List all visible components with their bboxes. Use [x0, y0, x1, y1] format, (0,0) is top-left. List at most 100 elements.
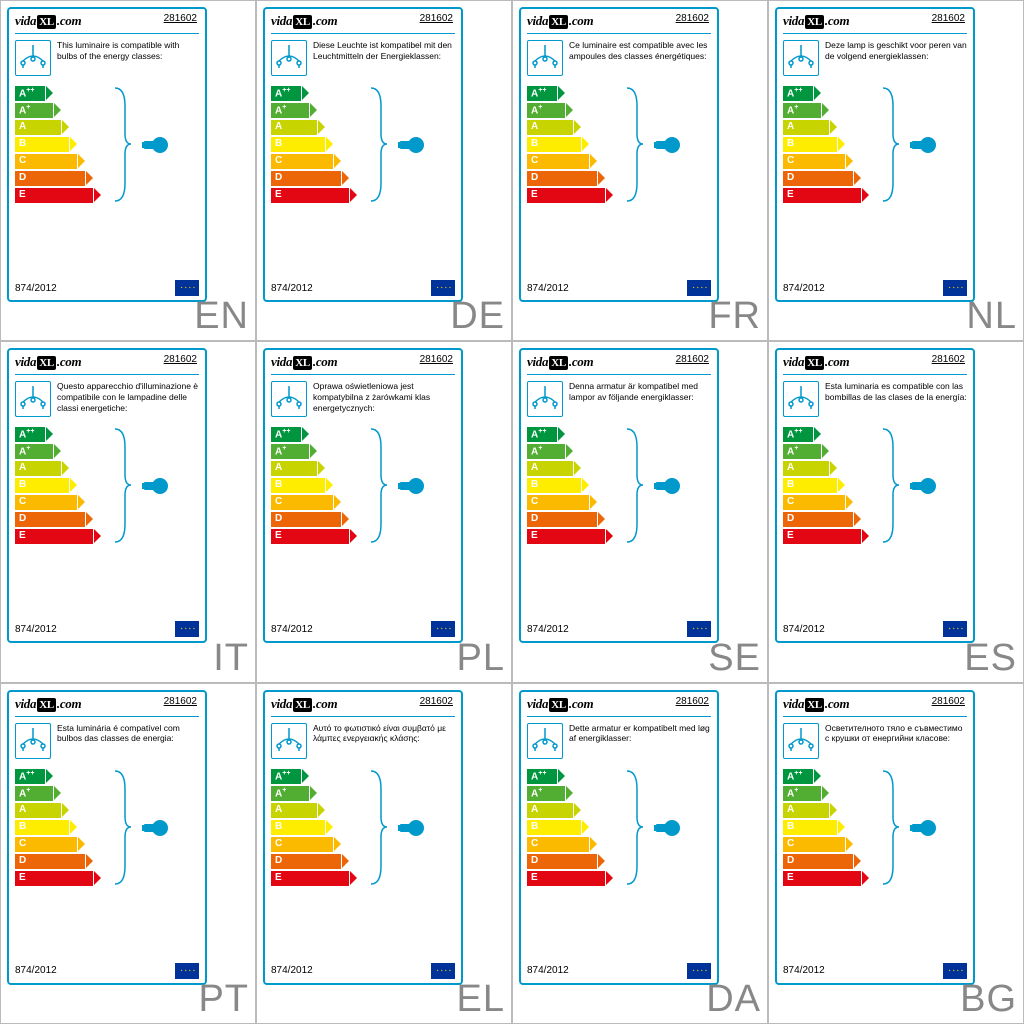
divider — [783, 374, 967, 375]
sku: 281602 — [393, 354, 453, 365]
energy-class-label: A++ — [787, 428, 802, 440]
energy-class-label: A — [787, 121, 794, 132]
label-grid: vidaXL.com281602This luminaire is compat… — [0, 0, 1024, 1024]
energy-arrow: D — [15, 854, 199, 869]
energy-arrow: A++ — [15, 769, 199, 784]
eu-flag-icon — [687, 621, 711, 637]
divider — [527, 374, 711, 375]
energy-arrow: A+ — [527, 786, 711, 801]
energy-arrow: C — [15, 837, 199, 852]
energy-arrow: B — [15, 478, 199, 493]
energy-arrow: A+ — [527, 103, 711, 118]
language-code: NL — [966, 295, 1017, 338]
chandelier-icon — [274, 726, 304, 756]
label-cell: vidaXL.com281602Denna armatur är kompati… — [512, 341, 768, 682]
energy-class-label: E — [19, 872, 26, 883]
energy-class-label: C — [275, 838, 282, 849]
regulation: 874/2012 — [15, 624, 57, 635]
energy-class-label: D — [275, 855, 282, 866]
label-footer: 874/2012 — [527, 621, 711, 637]
energy-label: vidaXL.com281602Oprawa oświetleniowa jes… — [263, 348, 463, 643]
chandelier-icon — [274, 43, 304, 73]
energy-arrow: B — [271, 137, 455, 152]
energy-class-label: A++ — [531, 87, 546, 99]
energy-class-label: C — [787, 838, 794, 849]
eu-flag-icon — [431, 280, 455, 296]
sku: 281602 — [649, 354, 709, 365]
energy-class-label: D — [531, 513, 538, 524]
sku: 281602 — [393, 696, 453, 707]
energy-arrow: A — [271, 461, 455, 476]
description: Diese Leuchte ist kompatibel mit den Leu… — [313, 40, 455, 61]
energy-arrow: A — [271, 120, 455, 135]
energy-arrow: B — [15, 820, 199, 835]
energy-class-label: A — [531, 462, 538, 473]
chandelier-icon — [18, 726, 48, 756]
energy-class-label: C — [531, 496, 538, 507]
energy-class-label: C — [275, 155, 282, 166]
energy-class-label: D — [19, 513, 26, 524]
bulb-icon — [396, 817, 426, 839]
divider — [527, 33, 711, 34]
energy-class-label: A++ — [787, 87, 802, 99]
energy-arrow: B — [15, 137, 199, 152]
energy-arrow: C — [783, 154, 967, 169]
language-code: SE — [708, 637, 761, 680]
bracket-icon — [625, 86, 645, 203]
language-code: PL — [457, 637, 505, 680]
energy-arrow: A — [527, 461, 711, 476]
bulb-icon — [908, 134, 938, 156]
divider — [271, 716, 455, 717]
energy-class-label: A — [787, 462, 794, 473]
label-cell: vidaXL.com281602Αυτό το φωτιστικό είναι … — [256, 683, 512, 1024]
sku: 281602 — [137, 354, 197, 365]
energy-label: vidaXL.com281602Αυτό το φωτιστικό είναι … — [263, 690, 463, 985]
language-code: FR — [708, 295, 761, 338]
energy-arrow: A — [527, 803, 711, 818]
energy-class-label: A++ — [19, 770, 34, 782]
energy-arrow: A++ — [15, 86, 199, 101]
language-code: BG — [960, 978, 1017, 1021]
energy-arrow: D — [527, 854, 711, 869]
label-footer: 874/2012 — [783, 280, 967, 296]
chandelier-icon — [530, 726, 560, 756]
language-code: DA — [706, 978, 761, 1021]
label-cell: vidaXL.com281602Esta luminária é compatí… — [0, 683, 256, 1024]
energy-label: vidaXL.com281602Осветителното тяло е съв… — [775, 690, 975, 985]
energy-class-label: A++ — [275, 87, 290, 99]
energy-arrow: D — [271, 171, 455, 186]
energy-arrow: A++ — [783, 427, 967, 442]
energy-class-label: B — [19, 479, 26, 490]
label-footer: 874/2012 — [527, 963, 711, 979]
divider — [271, 374, 455, 375]
energy-arrow: D — [271, 512, 455, 527]
energy-arrow: C — [271, 154, 455, 169]
energy-scale: A++A+ABCDE — [783, 86, 967, 216]
energy-class-label: B — [531, 479, 538, 490]
energy-class-label: A+ — [787, 445, 798, 457]
energy-scale: A++A+ABCDE — [527, 427, 711, 557]
eu-flag-icon — [175, 963, 199, 979]
bulb-icon — [652, 475, 682, 497]
energy-class-label: E — [787, 189, 794, 200]
energy-class-label: B — [531, 821, 538, 832]
divider — [15, 33, 199, 34]
language-code: IT — [213, 637, 249, 680]
energy-scale: A++A+ABCDE — [271, 86, 455, 216]
energy-class-label: A+ — [531, 787, 542, 799]
eu-flag-icon — [431, 963, 455, 979]
regulation: 874/2012 — [271, 624, 313, 635]
energy-label: vidaXL.com281602Diese Leuchte ist kompat… — [263, 7, 463, 302]
energy-arrow: A+ — [783, 444, 967, 459]
description: This luminaire is compatible with bulbs … — [57, 40, 199, 61]
energy-arrow: B — [783, 137, 967, 152]
energy-class-label: D — [787, 172, 794, 183]
energy-arrow: C — [271, 495, 455, 510]
energy-label: vidaXL.com281602Dette armatur er kompati… — [519, 690, 719, 985]
energy-arrow: A++ — [527, 769, 711, 784]
energy-class-label: A — [275, 121, 282, 132]
energy-label: vidaXL.com281602Deze lamp is geschikt vo… — [775, 7, 975, 302]
regulation: 874/2012 — [271, 965, 313, 976]
description: Dette armatur er kompatibelt med løg af … — [569, 723, 711, 744]
energy-arrow: B — [527, 820, 711, 835]
